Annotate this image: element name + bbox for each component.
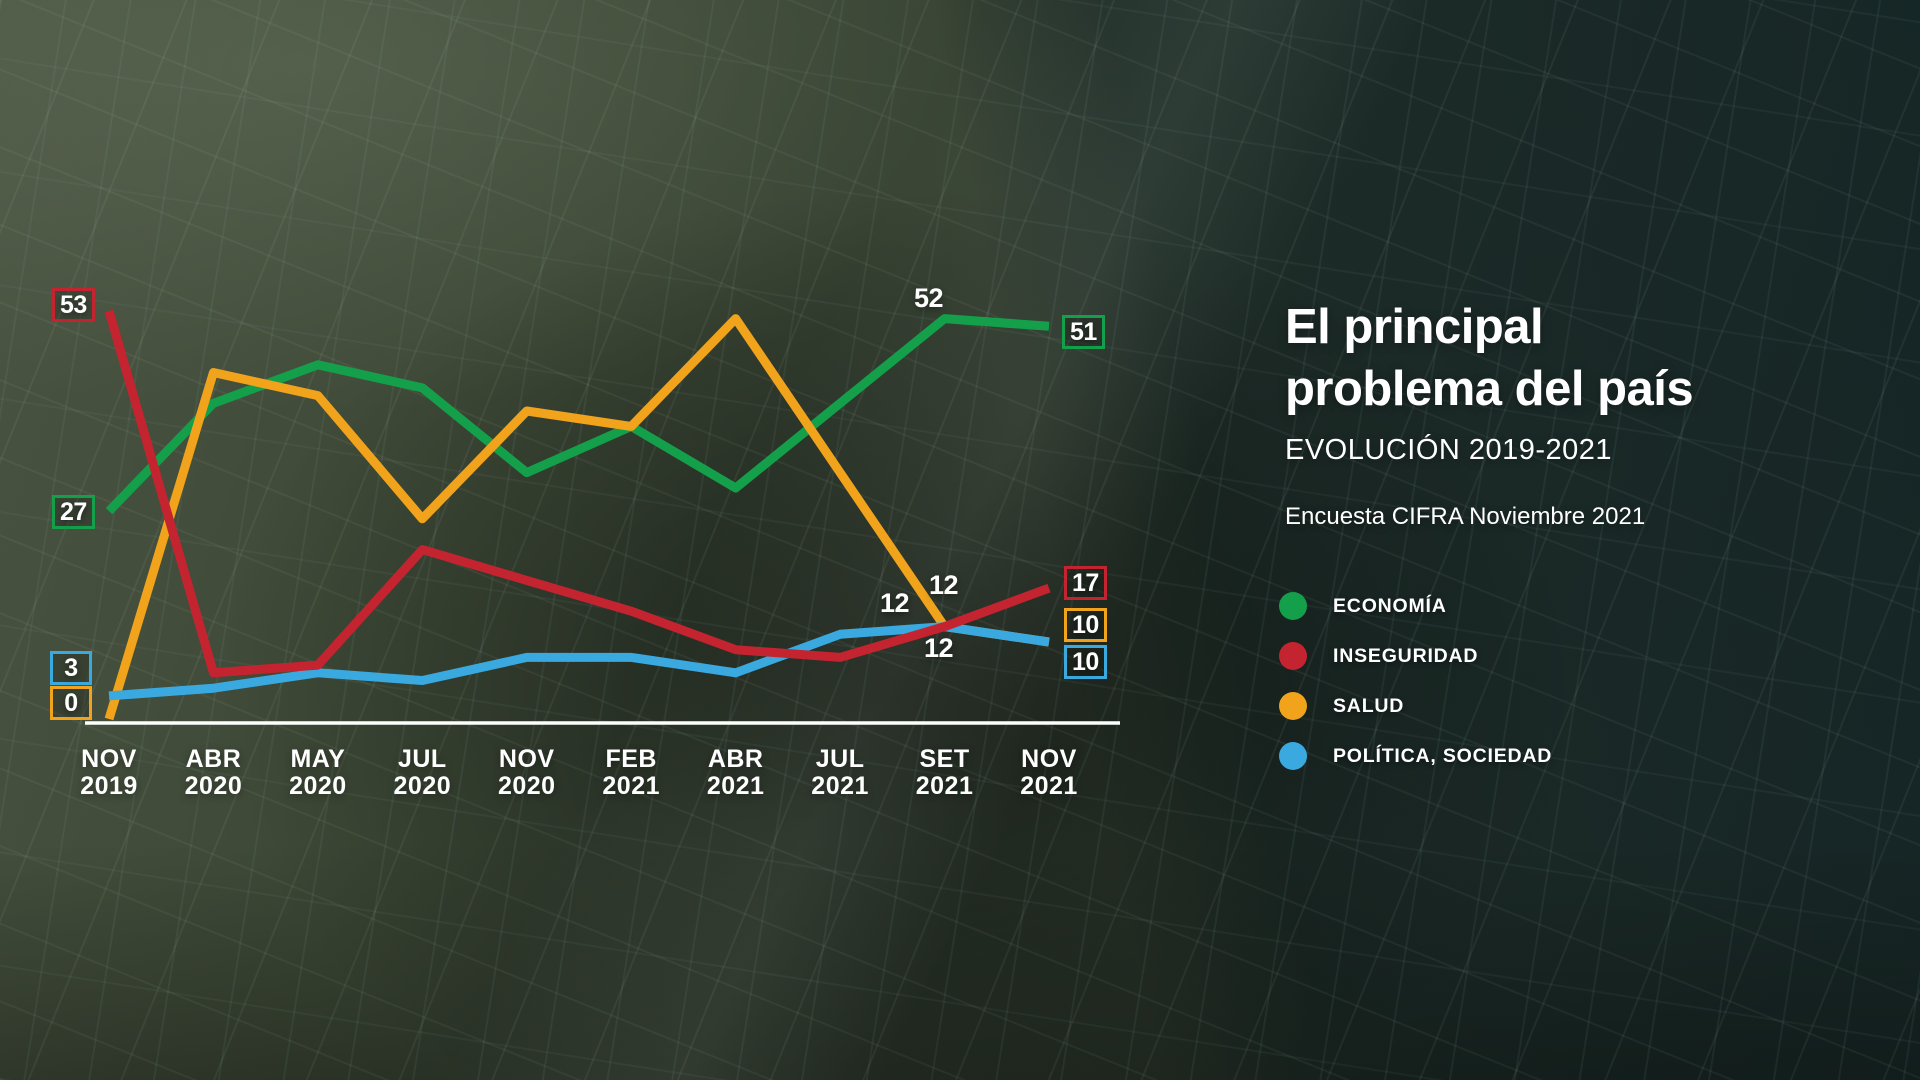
source-note: Encuesta CIFRA Noviembre 2021 [1285,503,1646,530]
page-title: El principal problema del país [1285,296,1885,420]
legend-item-salud: SALUD [1279,692,1552,720]
series-line-pol-tica-sociedad [108,622,1050,701]
series-line-salud [104,314,1050,721]
inseguridad-dot-icon [1279,642,1307,670]
title-line-2: problema del país [1285,362,1694,416]
legend: ECONOMÍA INSEGURIDAD SALUD POLÍTICA, SOC… [1279,592,1552,792]
legend-item-economia: ECONOMÍA [1279,592,1552,620]
politica-sociedad-dot-icon [1279,742,1307,770]
legend-label-salud: SALUD [1333,694,1405,717]
legend-label-inseguridad: INSEGURIDAD [1333,644,1479,667]
legend-item-inseguridad: INSEGURIDAD [1279,642,1552,670]
legend-label-politica-sociedad: POLÍTICA, SOCIEDAD [1333,744,1553,767]
subtitle: EVOLUCIÓN 2019-2021 [1285,434,1613,466]
title-line-1: El principal [1285,300,1544,354]
salud-dot-icon [1279,692,1307,720]
series-line-inseguridad [104,309,1051,678]
economia-dot-icon [1279,592,1307,620]
legend-label-economia: ECONOMÍA [1333,594,1447,617]
legend-item-politica-sociedad: POLÍTICA, SOCIEDAD [1279,742,1552,770]
info-panel: El principal problema del país EVOLUCIÓN… [1285,296,1885,531]
